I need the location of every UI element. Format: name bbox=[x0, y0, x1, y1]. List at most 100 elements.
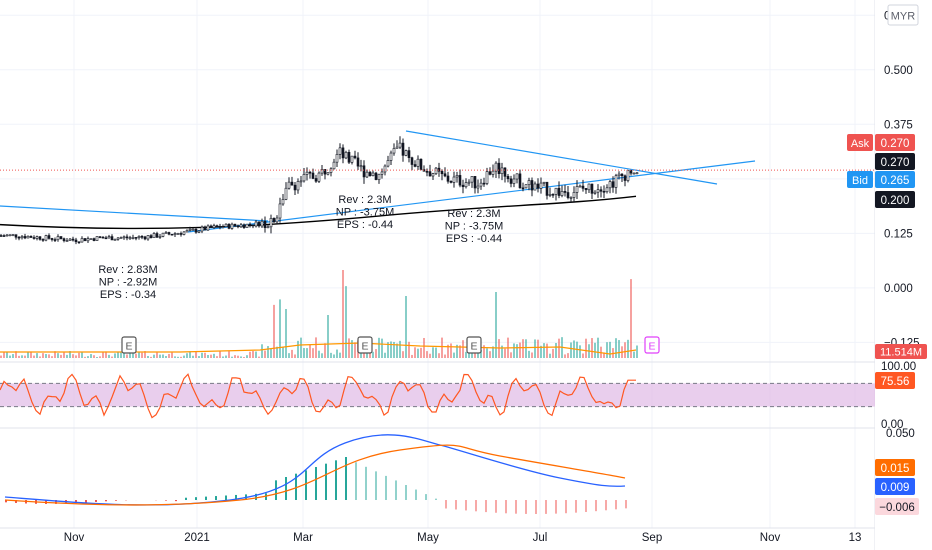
candle-body bbox=[146, 235, 150, 240]
candle-body bbox=[254, 221, 258, 227]
volume-bar bbox=[312, 348, 314, 358]
trendlines[interactable] bbox=[0, 130, 756, 233]
candle-body bbox=[386, 160, 390, 167]
macd-histogram-bar bbox=[445, 500, 447, 509]
volume-bar bbox=[450, 343, 452, 358]
macd-histogram-bar bbox=[195, 497, 197, 500]
candle-body bbox=[101, 236, 105, 239]
volume-bar bbox=[132, 352, 134, 358]
macd-histogram-bar bbox=[355, 462, 357, 500]
rsi-pane[interactable] bbox=[0, 373, 875, 419]
volume-bar bbox=[249, 351, 251, 358]
volume-bar bbox=[204, 352, 206, 358]
macd-axis-top: 0.050 bbox=[886, 428, 915, 440]
macd-pane[interactable] bbox=[4, 434, 627, 514]
time-axis[interactable]: Nov 2021 Mar May Jul Sep Nov 13 bbox=[64, 532, 862, 544]
macd-histogram-bar bbox=[375, 471, 377, 500]
candle-body bbox=[362, 165, 366, 178]
time-tick-label: 13 bbox=[849, 532, 862, 544]
volume-bar bbox=[315, 337, 317, 358]
volume-bar bbox=[174, 356, 176, 358]
volume-bar bbox=[537, 339, 539, 358]
candle-body bbox=[2, 235, 6, 237]
candle-body bbox=[542, 181, 546, 184]
candle-body bbox=[77, 241, 81, 244]
volume-bar bbox=[627, 339, 629, 358]
candle-body bbox=[620, 173, 624, 177]
candle-body bbox=[518, 173, 522, 189]
candle-body bbox=[218, 226, 222, 228]
candle-body bbox=[221, 226, 225, 228]
price-tick-label: 0.500 bbox=[884, 65, 913, 77]
candle-body bbox=[323, 169, 327, 175]
volume-bar bbox=[558, 338, 560, 358]
candle-body bbox=[179, 233, 183, 235]
volume-bar bbox=[597, 337, 599, 358]
volume-bar bbox=[351, 340, 353, 358]
macd-histogram-bar bbox=[585, 500, 587, 512]
candle-body bbox=[389, 152, 393, 161]
volume-bar bbox=[108, 354, 110, 358]
volume-bar bbox=[291, 349, 293, 358]
ask-label: Ask bbox=[851, 138, 870, 150]
candle-body bbox=[428, 171, 432, 177]
candle-body bbox=[380, 171, 384, 175]
volume-bar bbox=[39, 356, 41, 358]
volume-bar bbox=[51, 356, 53, 358]
volume-bar bbox=[36, 353, 38, 358]
candle-body bbox=[248, 223, 252, 226]
last-price-tag bbox=[875, 153, 915, 170]
candle-body bbox=[338, 147, 342, 155]
volume-bar bbox=[396, 343, 398, 358]
volume-bar bbox=[390, 341, 392, 358]
bid-tag bbox=[847, 171, 873, 188]
macd-histogram-bar bbox=[275, 480, 277, 500]
candle-body bbox=[572, 192, 576, 198]
candle-body bbox=[347, 151, 351, 163]
bid-price-tag bbox=[875, 171, 915, 188]
volume-bar bbox=[27, 352, 29, 358]
currency-badge[interactable] bbox=[887, 4, 919, 26]
price-candles[interactable] bbox=[0, 136, 639, 245]
candle-body bbox=[635, 172, 639, 174]
volume-bar bbox=[510, 352, 512, 358]
volume-bar bbox=[606, 342, 608, 358]
volume-bar bbox=[453, 352, 455, 358]
volume-bar bbox=[525, 339, 527, 358]
candle-body bbox=[431, 173, 435, 177]
volume-bar bbox=[339, 352, 341, 358]
candle-body bbox=[188, 228, 192, 231]
candle-body bbox=[383, 165, 387, 173]
candle-body bbox=[332, 161, 336, 170]
volume-bar bbox=[465, 351, 467, 358]
trendline-falling bbox=[405, 130, 718, 185]
volume-bar bbox=[141, 352, 143, 358]
candle-body bbox=[305, 171, 309, 175]
earnings-marker bbox=[357, 336, 373, 354]
price-tick-label: 0.375 bbox=[884, 119, 913, 131]
volume-bar bbox=[531, 352, 533, 358]
volume-bar bbox=[321, 353, 323, 358]
volume-bar bbox=[54, 351, 56, 358]
price-tick-label: 0.125 bbox=[884, 228, 913, 240]
candle-body bbox=[575, 186, 579, 193]
candle-body bbox=[122, 236, 126, 239]
candle-body bbox=[590, 183, 594, 194]
volume-bar bbox=[492, 346, 494, 358]
volume-bar bbox=[195, 351, 197, 358]
volume-bar bbox=[381, 338, 383, 358]
volume-bar bbox=[369, 350, 371, 358]
candle-body bbox=[167, 232, 171, 235]
macd-histogram-bar bbox=[415, 489, 417, 500]
candle-body bbox=[560, 191, 564, 196]
candle-body bbox=[467, 181, 471, 184]
candle-body bbox=[161, 232, 165, 237]
volume-bar bbox=[471, 351, 473, 358]
volume-bar bbox=[582, 353, 584, 358]
candle-body bbox=[611, 181, 615, 188]
volume-bar bbox=[480, 349, 482, 358]
